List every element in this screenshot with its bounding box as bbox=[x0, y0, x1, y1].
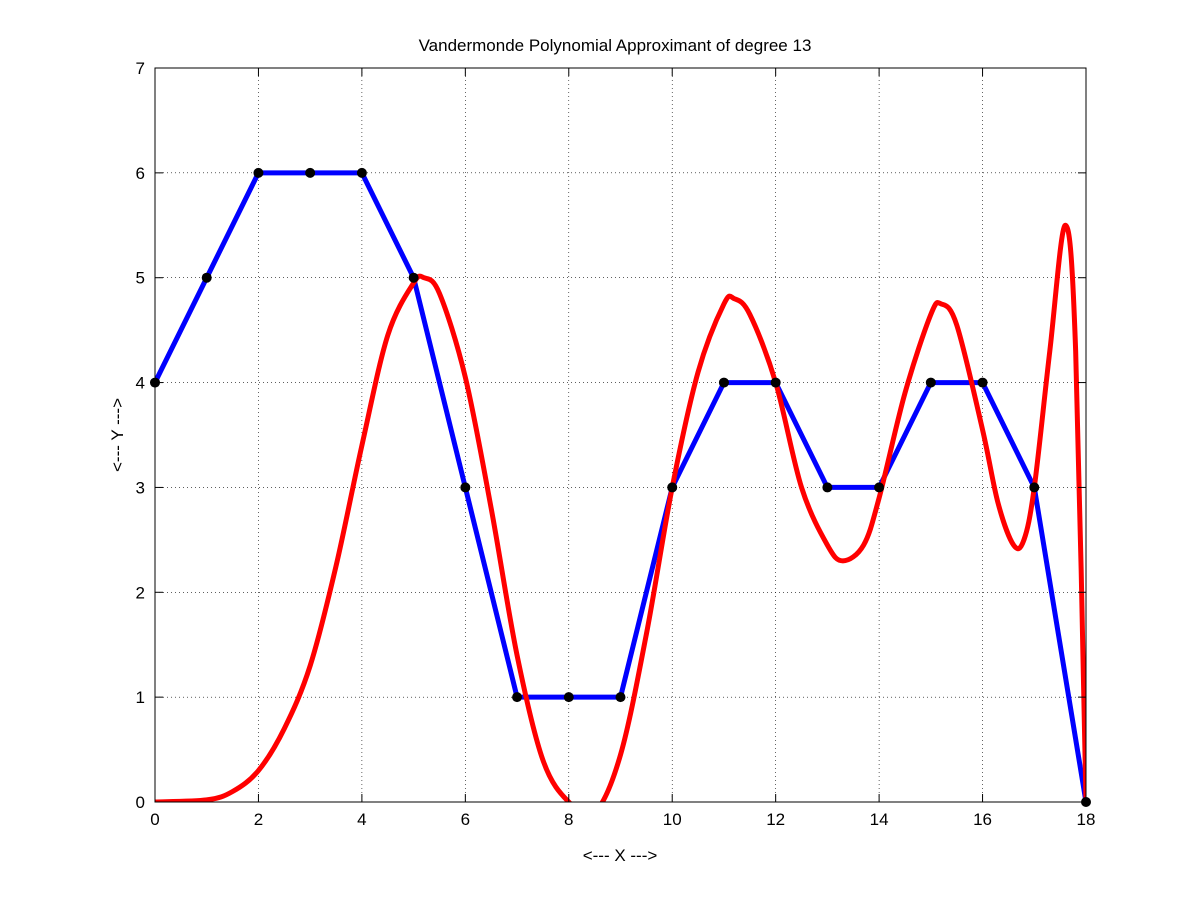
x-tick-label: 0 bbox=[150, 810, 159, 829]
y-tick-label: 5 bbox=[136, 269, 145, 288]
x-tick-label: 2 bbox=[254, 810, 263, 829]
series-line-red bbox=[155, 222, 1086, 802]
data-point-marker bbox=[253, 167, 264, 178]
data-point-marker bbox=[1081, 797, 1091, 807]
data-point-marker bbox=[563, 692, 574, 703]
y-axis-label: <--- Y ---> bbox=[108, 398, 127, 472]
data-point-marker bbox=[925, 377, 936, 388]
data-point-marker bbox=[150, 377, 160, 388]
data-point-marker bbox=[356, 167, 367, 178]
data-point-marker bbox=[718, 377, 729, 388]
marker-layer bbox=[150, 167, 1091, 807]
y-tick-label: 3 bbox=[136, 478, 145, 497]
data-point-marker bbox=[201, 272, 212, 283]
data-point-marker bbox=[770, 377, 781, 388]
data-point-marker bbox=[822, 482, 833, 493]
y-tick-label: 7 bbox=[136, 59, 145, 78]
plot-background bbox=[155, 68, 1086, 802]
y-tick-label: 6 bbox=[136, 164, 145, 183]
data-point-marker bbox=[977, 377, 988, 388]
y-tick-label: 2 bbox=[136, 583, 145, 602]
data-point-marker bbox=[460, 482, 471, 493]
y-tick-label: 1 bbox=[136, 688, 145, 707]
data-point-marker bbox=[512, 692, 523, 703]
x-tick-label: 6 bbox=[461, 810, 470, 829]
data-point-marker bbox=[1029, 482, 1040, 493]
x-tick-label: 10 bbox=[663, 810, 682, 829]
x-axis-label: <--- X ---> bbox=[583, 846, 658, 865]
y-tick-label: 4 bbox=[136, 374, 145, 393]
x-tick-label: 14 bbox=[870, 810, 889, 829]
x-tick-label: 16 bbox=[973, 810, 992, 829]
y-tick-label: 0 bbox=[136, 793, 145, 812]
plot-frame bbox=[154, 67, 1087, 803]
data-point-marker bbox=[305, 167, 316, 178]
data-point-marker bbox=[615, 692, 626, 703]
x-tick-label: 12 bbox=[766, 810, 785, 829]
data-point-marker bbox=[408, 272, 419, 283]
data-point-marker bbox=[874, 482, 885, 493]
chart-title: Vandermonde Polynomial Approximant of de… bbox=[419, 36, 812, 55]
x-tick-label: 18 bbox=[1077, 810, 1096, 829]
data-point-marker bbox=[667, 482, 678, 493]
x-tick-label: 4 bbox=[357, 810, 366, 829]
x-tick-label: 8 bbox=[564, 810, 573, 829]
